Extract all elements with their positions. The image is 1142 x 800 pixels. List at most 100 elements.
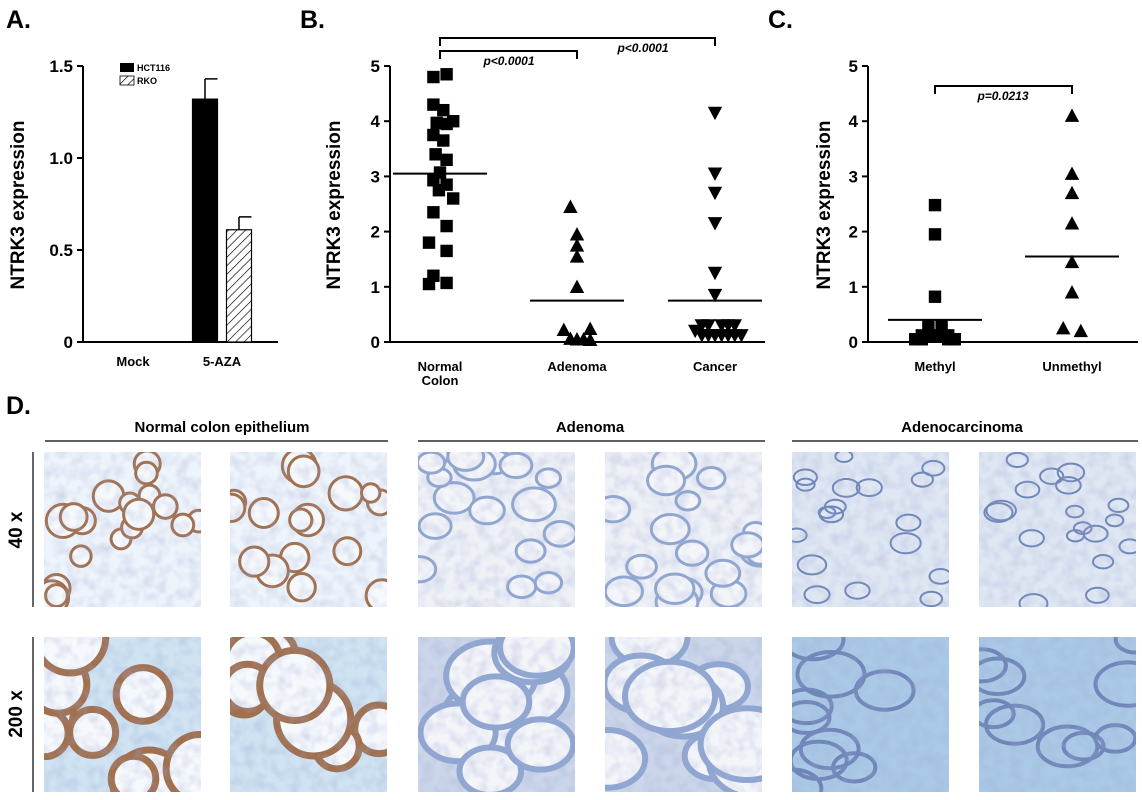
point-normal-colon-22: [440, 276, 453, 290]
micrograph-content: [792, 452, 949, 607]
micrograph-texture: [418, 637, 575, 792]
micrograph-adenoma-high-2: [605, 637, 762, 792]
micrograph-texture: [605, 637, 762, 792]
y-tick-label: 3: [849, 167, 858, 186]
micrograph-content: [418, 637, 575, 792]
legend-label-hct116: HCT116: [137, 63, 170, 73]
y-tick-label: 1.5: [49, 57, 73, 76]
micrograph-content: [44, 637, 201, 792]
row-label-200x: 200 x: [6, 690, 27, 738]
point-normal-colon-14: [432, 184, 446, 197]
point-adenoma-2: [569, 238, 585, 252]
point-normal-colon-3: [437, 103, 450, 117]
point-normal-colon-12: [427, 174, 440, 187]
significance-bracket-0: [439, 50, 578, 59]
point-methyl-2: [928, 290, 942, 303]
micrograph-carcinoma-low-1: [792, 452, 949, 607]
micrograph-content: [418, 452, 575, 607]
panel-b-significance: p<0.0001 p<0.0001: [439, 37, 716, 68]
significance-bracket-0: [934, 85, 1073, 94]
point-cancer-4: [707, 266, 723, 281]
point-normal-colon-9: [429, 148, 442, 161]
point-normal-colon-10: [440, 153, 453, 167]
y-tick-label: 4: [849, 112, 859, 131]
point-unmethyl-0: [1064, 108, 1080, 122]
point-unmethyl-7: [1073, 323, 1088, 338]
y-tick-label: 5: [371, 57, 380, 76]
point-unmethyl-3: [1064, 216, 1080, 230]
micrograph-content: [979, 637, 1136, 792]
point-cancer-11: [688, 324, 703, 339]
point-normal-colon-19: [440, 244, 453, 258]
point-unmethyl-4: [1064, 254, 1080, 269]
point-adenoma-5: [556, 322, 571, 337]
panel-c-y-axis-title: NTRK3 expression: [814, 121, 835, 290]
micrograph-texture: [792, 637, 949, 792]
point-methyl-4: [935, 319, 948, 332]
point-adenoma-0: [563, 199, 578, 213]
micrograph-content: [605, 637, 762, 792]
y-tick-label: 0: [371, 333, 380, 352]
p-value-label-0: p<0.0001: [482, 54, 534, 68]
micrograph-adenoma-high-1: [418, 637, 575, 792]
column-header-normal: Normal colon epithelium: [134, 419, 309, 436]
panel-a-legend: HCT116 RKO: [119, 63, 170, 86]
point-methyl-1: [928, 228, 942, 241]
x-tick-label-adenoma: Adenoma: [547, 359, 607, 374]
column-header-carcinoma: Adenocarcinoma: [901, 419, 1023, 436]
p-value-label-1: p<0.0001: [616, 41, 668, 55]
point-normal-colon-2: [427, 98, 440, 111]
panel-letter-b: B.: [300, 6, 325, 34]
point-normal-colon-4: [430, 116, 443, 130]
point-normal-colon-8: [437, 134, 450, 147]
point-cancer-18: [734, 329, 749, 343]
point-cancer-10: [727, 319, 742, 333]
x-tick-label-5-aza: 5-AZA: [203, 354, 242, 369]
micrograph-content: [792, 637, 949, 792]
point-adenoma-6: [583, 321, 598, 335]
micrograph-texture: [418, 452, 575, 607]
point-unmethyl-1: [1064, 166, 1080, 180]
panel-c-significance: p=0.0213: [934, 85, 1073, 103]
y-tick-label: 0.5: [49, 241, 73, 260]
micrograph-texture: [979, 637, 1136, 792]
point-normal-colon-7: [427, 128, 440, 142]
significance-bracket-1: [439, 37, 716, 46]
micrograph-content: [44, 452, 201, 607]
micrograph-normal-low-1: [44, 452, 201, 607]
panel-b-scatter-chart: NTRK3 expression 0 1 2 3 4 5 Normal Colon Adenom…: [324, 37, 765, 388]
micrograph-normal-low-2: [230, 452, 387, 607]
point-methyl-13: [948, 333, 961, 346]
legend-label-rko: RKO: [137, 76, 157, 86]
y-tick-label: 2: [371, 223, 380, 242]
point-cancer-2: [707, 186, 723, 201]
micrograph-content: [230, 452, 387, 607]
panel-letter-c: C.: [768, 6, 793, 34]
point-unmethyl-5: [1064, 285, 1080, 299]
y-tick-label: 1.0: [49, 149, 73, 168]
micrograph-texture: [44, 452, 201, 607]
x-tick-label-methyl: Methyl: [914, 359, 955, 374]
point-normal-colon-6: [447, 115, 460, 128]
point-cancer-1: [707, 167, 723, 181]
point-normal-colon-17: [440, 219, 453, 233]
x-tick-label-unmethyl: Unmethyl: [1042, 359, 1101, 374]
micrograph-texture: [44, 637, 201, 792]
panel-c-axes: 0 1 2 3 4 5 Methyl Unmethyl: [849, 57, 1138, 374]
micrograph-normal-high-1: [44, 637, 201, 792]
panel-letter-a: A.: [6, 6, 31, 34]
point-adenoma-3: [569, 249, 585, 263]
panel-d-histology: Normal colon epithelium Adenoma Adenocar…: [6, 419, 1138, 792]
micrograph-content: [230, 637, 387, 792]
point-unmethyl-2: [1064, 185, 1080, 200]
panel-a-bars: [191, 78, 253, 343]
panel-c-points: [888, 108, 1119, 346]
x-tick-label-normal-colon: Normal Colon: [418, 359, 463, 388]
panel-b-points: [393, 68, 762, 346]
micrograph-texture: [605, 452, 762, 607]
panel-letter-d: D.: [6, 392, 31, 420]
panel-b-y-axis-title: NTRK3 expression: [324, 121, 345, 290]
p-value-label-0: p=0.0213: [976, 89, 1028, 103]
point-normal-colon-16: [427, 206, 440, 219]
micrograph-content: [605, 452, 762, 607]
